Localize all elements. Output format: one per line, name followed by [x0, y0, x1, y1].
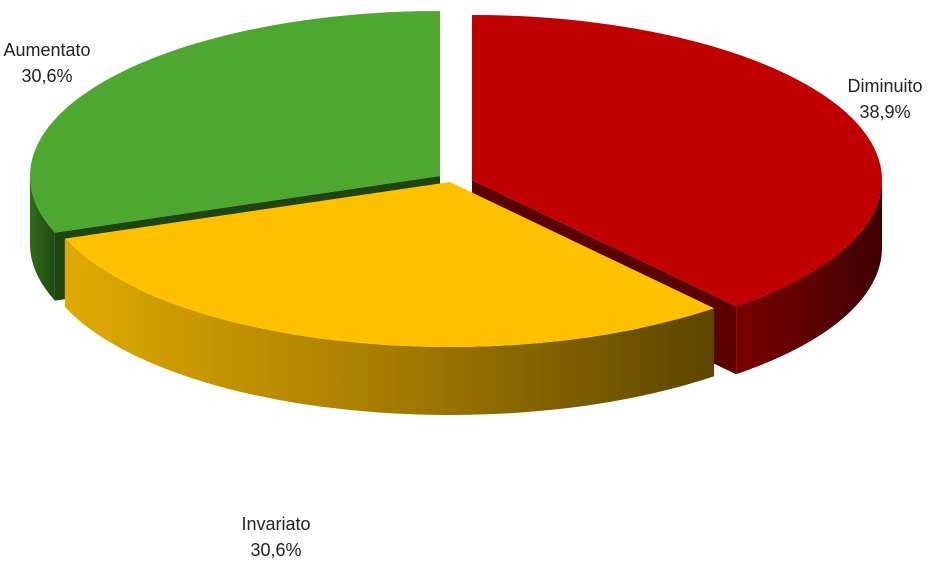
data-label-aumentato-value: 30,6%: [21, 66, 72, 86]
pie-slice-diminuito: [472, 15, 882, 307]
data-label-invariato-value: 30,6%: [250, 540, 301, 560]
pie-side-invariato: [64, 238, 715, 415]
pie-side-edge-aumentato: [30, 176, 32, 258]
pie-side-aumentato: [30, 176, 55, 301]
data-label-diminuito-name: Diminuito: [847, 76, 922, 96]
pie-top-faces: [30, 11, 882, 347]
pie-slice-aumentato: [30, 11, 441, 233]
data-label-diminuito-value: 38,9%: [859, 102, 910, 122]
data-label-invariato-name: Invariato: [241, 514, 310, 534]
data-label-aumentato-name: Aumentato: [3, 40, 90, 60]
pie-data-labels: Diminuito 38,9% Invariato 30,6% Aumentato 30,…: [3, 40, 922, 560]
pie-slice-invariato: [64, 182, 715, 347]
pie-side-diminuito: [736, 180, 882, 375]
